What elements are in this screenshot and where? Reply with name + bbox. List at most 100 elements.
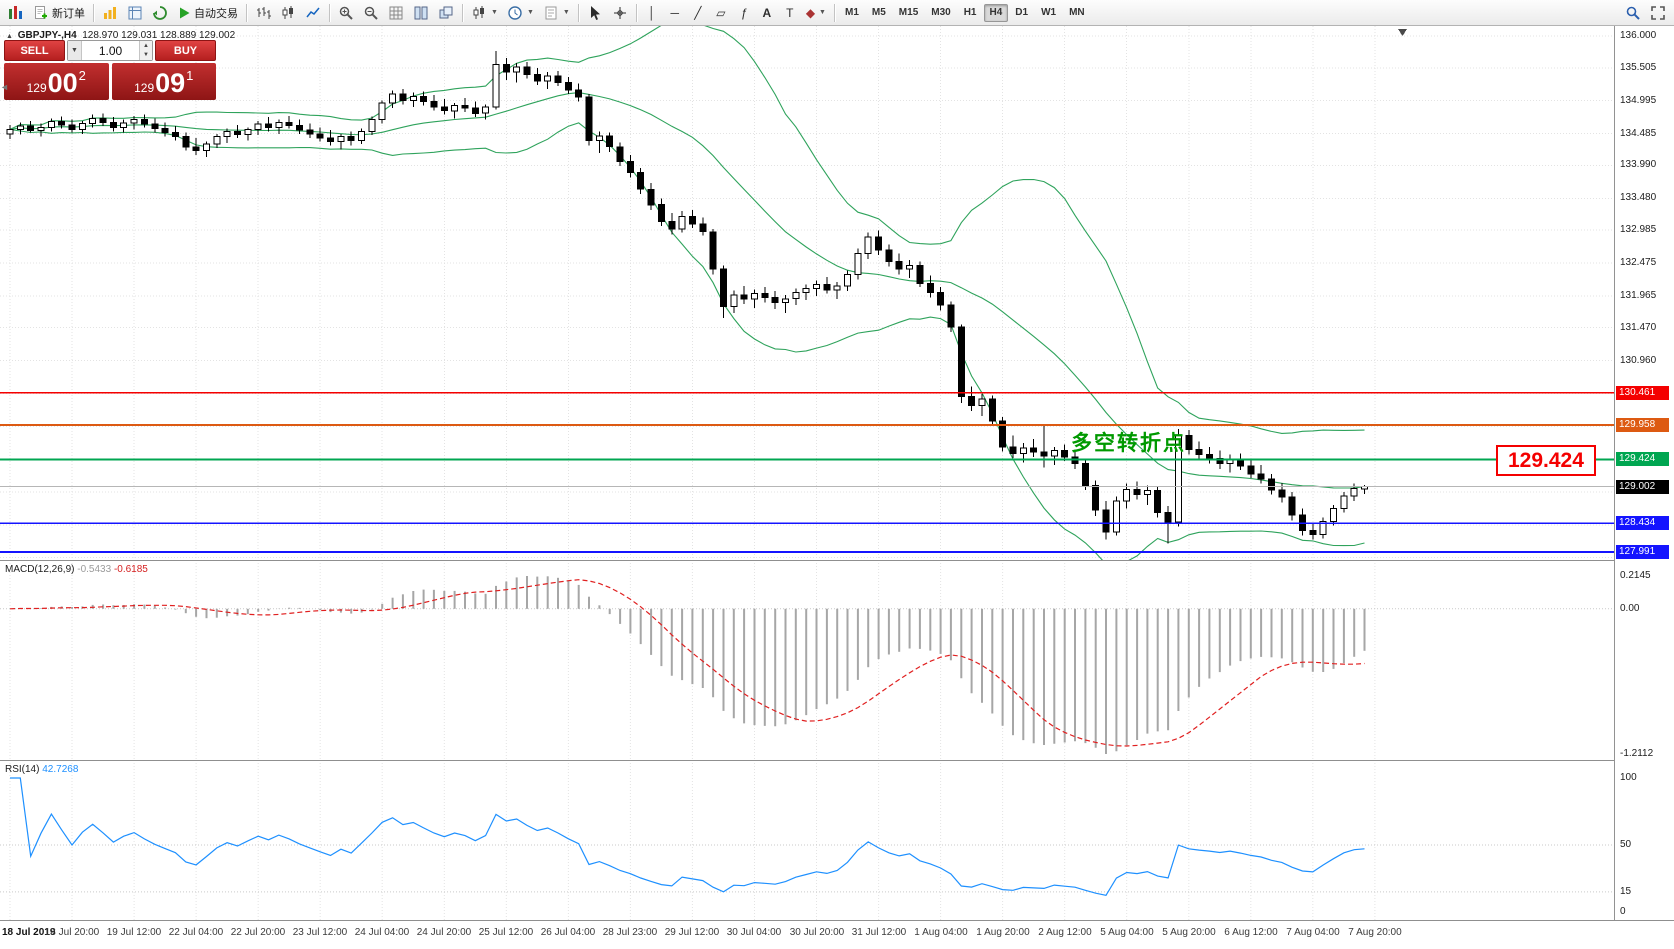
channel-icon[interactable]: ▱ [716, 5, 726, 20]
timeframe-button-m5[interactable]: M5 [871, 6, 886, 18]
crosshair-icon[interactable] [608, 2, 632, 24]
price-tick-label: 130.960 [1620, 355, 1657, 366]
price-tick-label: 134.995 [1620, 95, 1657, 106]
vertical-line-icon[interactable]: │ [648, 5, 656, 20]
volume-up-icon[interactable]: ▲ [140, 41, 152, 51]
price-chart-canvas[interactable] [0, 26, 1614, 560]
macd-indicator-canvas[interactable] [0, 560, 1614, 760]
chart-annotation-text[interactable]: 多空转折点 [1071, 432, 1186, 455]
clock-icon [508, 5, 522, 20]
price-scale[interactable]: 136.000 135.505 134.995 134.485 133.990 133.4… [1614, 26, 1674, 920]
rsi-scale-label: 50 [1620, 839, 1632, 850]
timeframe-button-m1[interactable]: M1 [844, 6, 859, 18]
sell-price-tile[interactable]: 129 00 2 [4, 63, 109, 100]
volume-preset-dropdown-icon[interactable]: ▼ [68, 41, 82, 60]
timeframe-button-h4[interactable]: H4 [983, 3, 1009, 22]
panel-separator[interactable] [0, 560, 1674, 561]
timeframe-button-m30[interactable]: M30 [931, 6, 951, 18]
toolbar-separator [635, 3, 637, 22]
bar-chart-icon[interactable] [251, 2, 275, 24]
template-button[interactable]: ▼ [539, 2, 574, 24]
time-axis-label: 6 Aug 12:00 [1224, 927, 1278, 938]
time-axis-label: 7 Aug 20:00 [1348, 927, 1402, 938]
sell-price-prefix: 129 [26, 81, 47, 95]
timeframe-button-w1[interactable]: W1 [1041, 6, 1057, 18]
time-axis-label: 24 Jul 20:00 [416, 927, 472, 938]
timeframe-button-mn[interactable]: MN [1069, 6, 1085, 18]
buy-button[interactable]: BUY [155, 40, 216, 61]
rsi-title: RSI(14) [5, 764, 40, 775]
period-button[interactable]: ▼ [503, 2, 538, 24]
label-icon[interactable]: T [786, 5, 794, 20]
macd-header: MACD(12,26,9) -0.5433 -0.6185 [5, 564, 148, 575]
tile-windows-icon[interactable] [409, 2, 433, 24]
time-axis-label: 22 Jul 20:00 [230, 927, 286, 938]
panel-separator[interactable] [0, 760, 1674, 761]
volume-input[interactable]: 1.00 [98, 43, 123, 58]
time-axis-label: 2 Aug 12:00 [1038, 927, 1092, 938]
data-window-icon[interactable] [123, 2, 147, 24]
sell-price-sup: 2 [78, 68, 86, 83]
macd-scale-label: 0.00 [1620, 603, 1640, 614]
cursor-icon[interactable] [583, 2, 607, 24]
cascade-windows-icon[interactable] [434, 2, 458, 24]
text-icon[interactable]: A [762, 5, 772, 20]
grid-icon[interactable] [384, 2, 408, 24]
time-axis-label: 31 Jul 12:00 [851, 927, 907, 938]
horizontal-line-icon[interactable]: ─ [670, 5, 680, 20]
terminal-icon[interactable] [4, 2, 28, 24]
market-watch-icon[interactable] [98, 2, 122, 24]
autotrading-button[interactable]: 自动交易 [173, 2, 242, 24]
rsi-indicator-canvas[interactable] [0, 760, 1614, 920]
trendline-icon[interactable]: ╱ [694, 5, 702, 20]
time-axis[interactable]: 18 Jul 2019 18 Jul 20:00 19 Jul 12:00 22 Ju… [0, 920, 1674, 949]
price-tick-label: 131.470 [1620, 322, 1657, 333]
new-chart-button[interactable]: ▼ [467, 2, 502, 24]
macd-title: MACD(12,26,9) [5, 564, 75, 575]
zoom-out-icon[interactable] [359, 2, 383, 24]
search-icon[interactable] [1621, 2, 1645, 24]
new-order-button[interactable]: 新订单 [29, 2, 89, 24]
rsi-scale-label: 100 [1620, 772, 1637, 783]
time-axis-label: 29 Jul 12:00 [664, 927, 720, 938]
price-line-badge: 129.424 [1616, 452, 1669, 466]
current-price-badge: 129.002 [1616, 480, 1669, 494]
one-click-trading-panel: SELL ▼ 1.00 ▲ ▼ BUY 129 00 2 129 09 1 [4, 40, 216, 100]
timeframe-button-h1[interactable]: H1 [963, 6, 977, 18]
price-tick-label: 133.480 [1620, 192, 1657, 203]
line-chart-icon[interactable] [301, 2, 325, 24]
chevron-down-icon: ▼ [491, 9, 498, 16]
timeframe-button-d1[interactable]: D1 [1015, 6, 1029, 18]
toolbar-separator [577, 3, 579, 22]
toolbar-separator [833, 3, 835, 22]
sell-button[interactable]: SELL [4, 40, 65, 61]
volume-down-icon[interactable]: ▼ [140, 50, 152, 60]
navigator-icon[interactable] [148, 2, 172, 24]
rsi-scale-label: 15 [1620, 886, 1632, 897]
time-axis-label: 30 Jul 04:00 [726, 927, 782, 938]
timeframe-button-m15[interactable]: M15 [898, 6, 919, 18]
toolbar-separator [246, 3, 247, 22]
price-tick-label: 135.505 [1620, 62, 1657, 73]
chart-window: ▲ GBPJPY-,H4 128.970 129.031 128.889 129… [0, 26, 1674, 949]
chart-marker-icon: ▲ [6, 33, 13, 40]
time-axis-label: 5 Aug 20:00 [1162, 927, 1216, 938]
price-callout[interactable]: 129.424 [1496, 445, 1596, 477]
time-axis-label: 18 Jul 20:00 [44, 927, 100, 938]
time-axis-label: 23 Jul 12:00 [292, 927, 348, 938]
buy-price-tile[interactable]: 129 09 1 [111, 63, 216, 100]
zoom-in-icon[interactable] [334, 2, 358, 24]
price-tick-label: 132.985 [1620, 224, 1657, 235]
chevron-down-icon: ▼ [562, 9, 570, 16]
shapes-button[interactable]: ◆ ▼ [805, 5, 826, 20]
fullscreen-icon[interactable] [1646, 2, 1670, 24]
price-line-badge: 130.461 [1616, 386, 1669, 400]
volume-control: ▼ 1.00 ▲ ▼ [67, 40, 153, 61]
time-axis-label: 26 Jul 04:00 [540, 927, 596, 938]
candlestick-chart-icon[interactable] [276, 2, 300, 24]
time-axis-label: 24 Jul 04:00 [354, 927, 410, 938]
price-line-badge: 129.958 [1616, 418, 1669, 432]
time-axis-label: 25 Jul 12:00 [478, 927, 534, 938]
fibonacci-icon[interactable]: ƒ [740, 5, 748, 20]
collapse-trade-panel-icon[interactable]: ◄ [0, 82, 9, 92]
